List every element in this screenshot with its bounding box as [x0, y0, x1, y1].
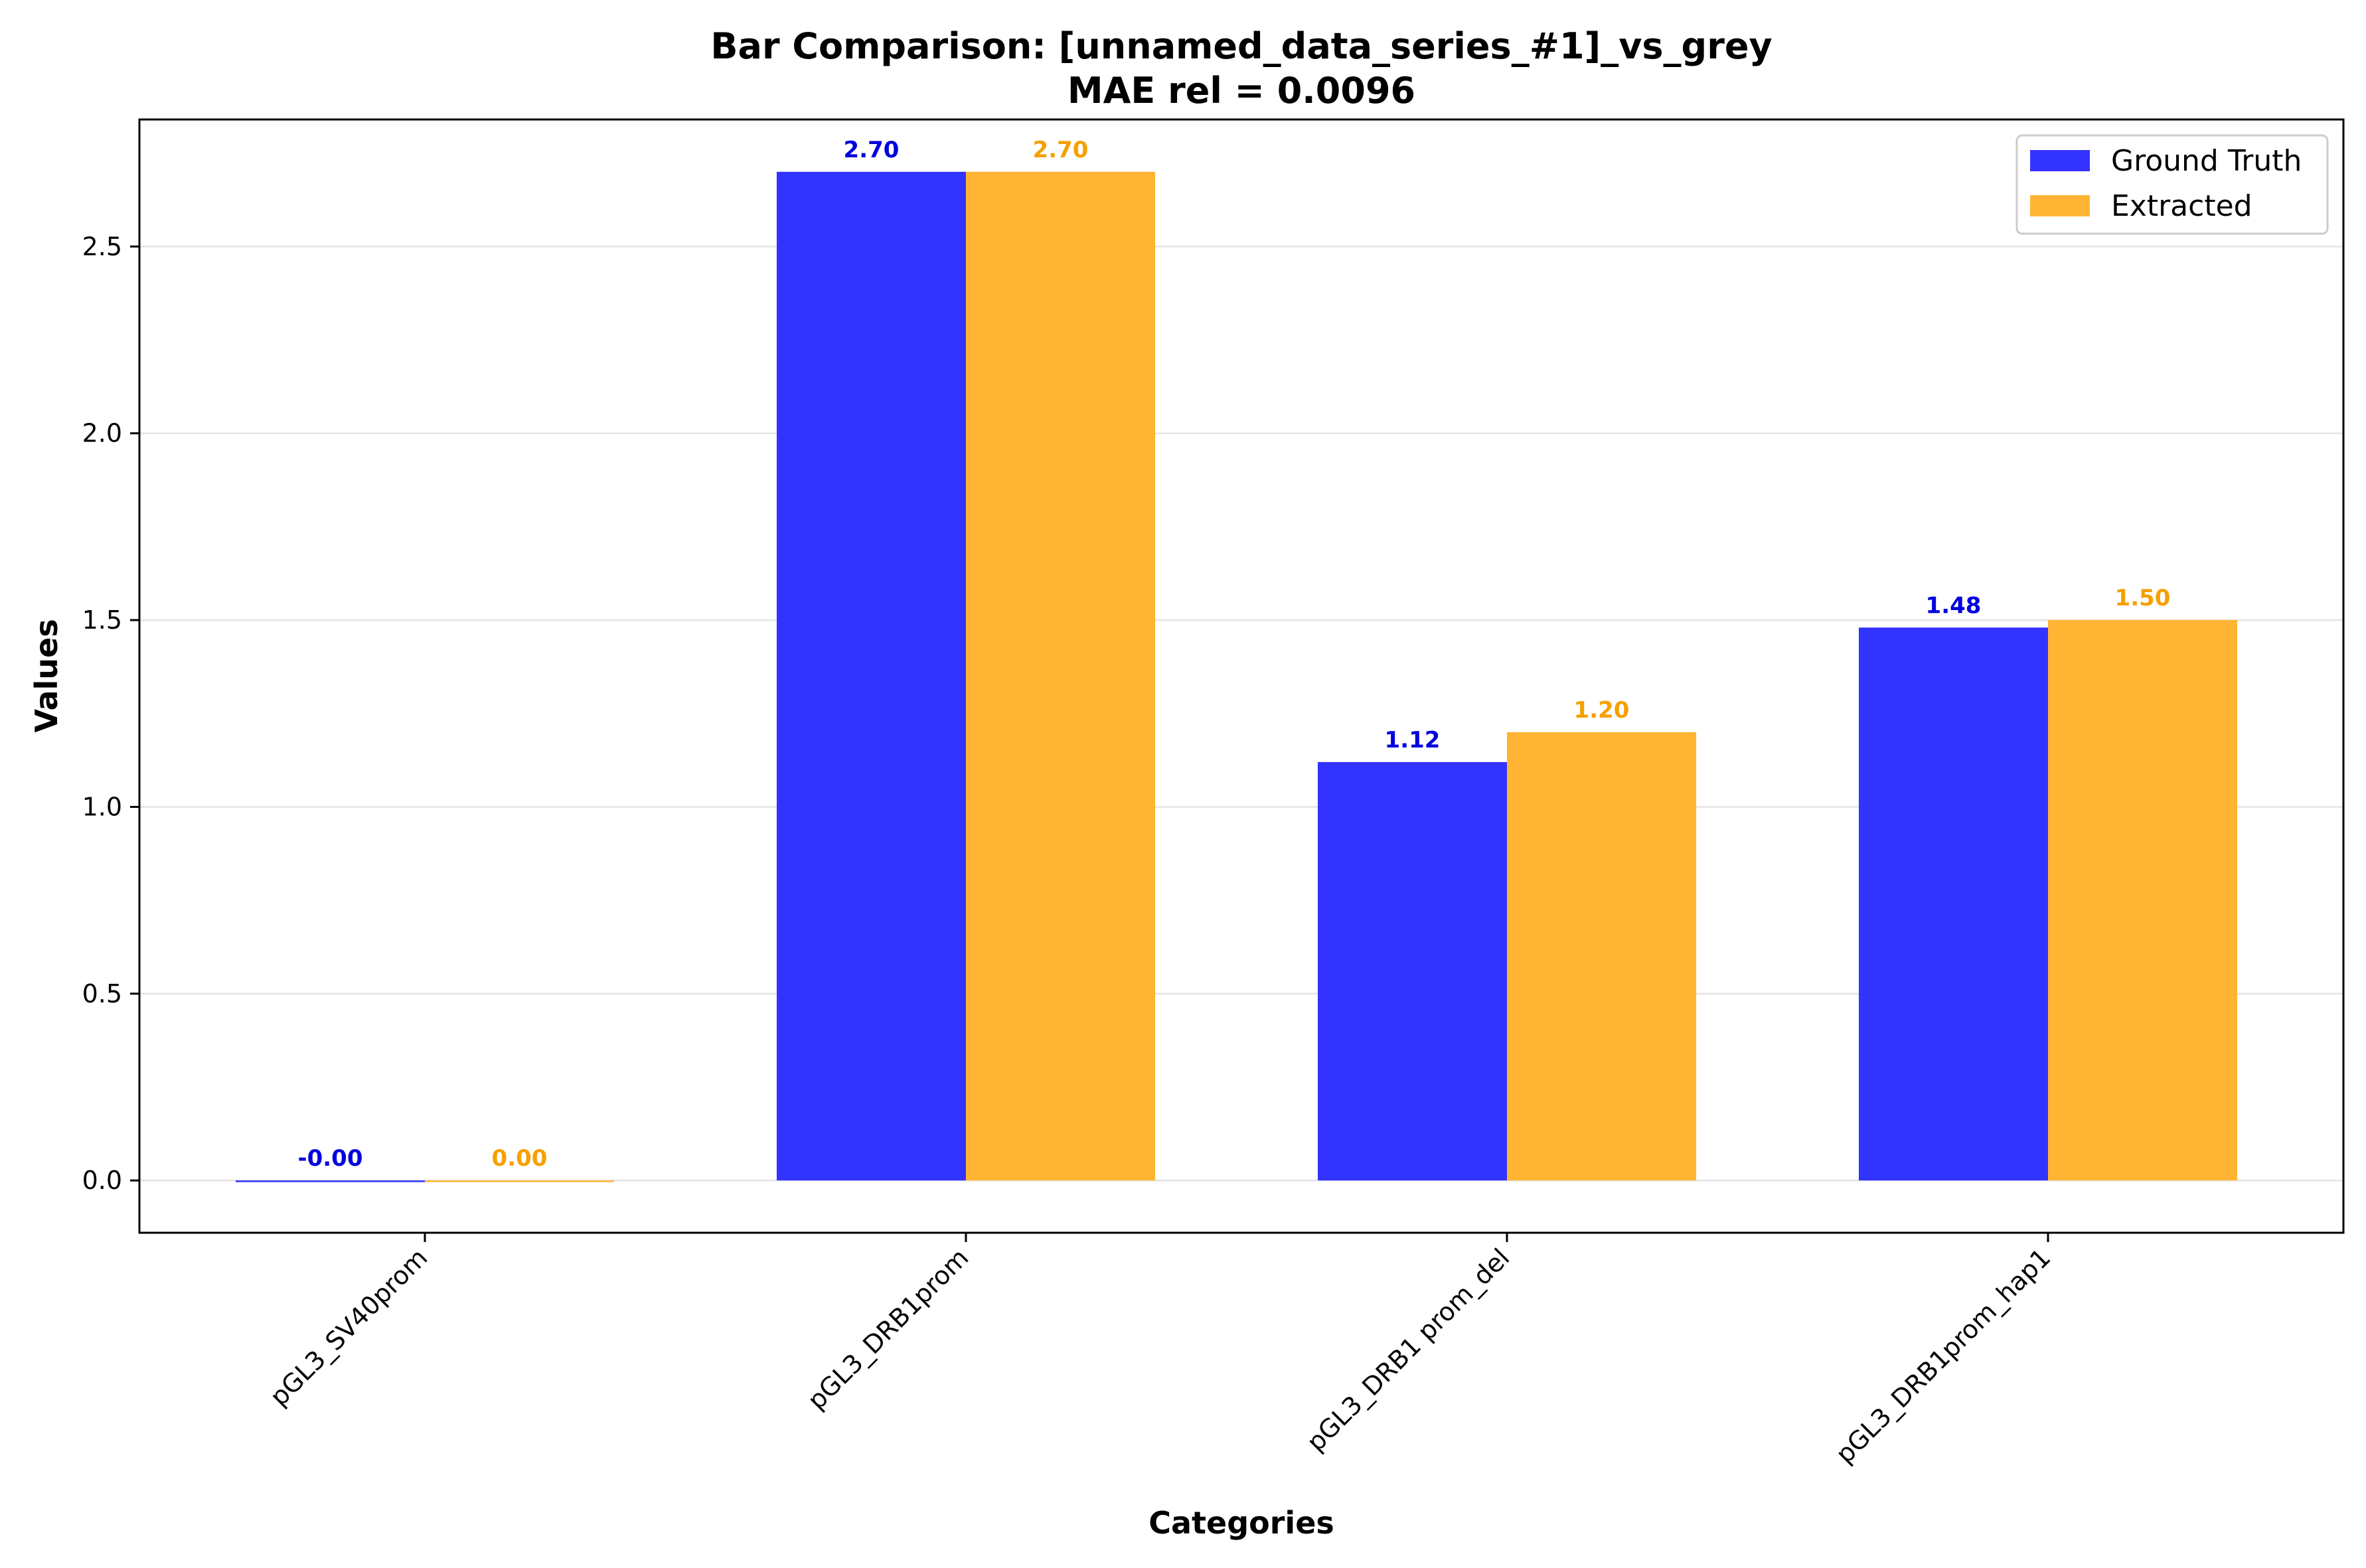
legend-label-extracted: Extracted — [2111, 189, 2252, 223]
bar-extracted-1 — [966, 171, 1155, 1181]
data-label-ground-truth-1: 2.70 — [844, 137, 900, 163]
y-tick-label: 1.5 — [82, 605, 122, 635]
x-tick-label: pGL3_DRB1 prom_del — [1301, 1243, 1516, 1457]
y-tick-label: 2.0 — [82, 419, 122, 448]
bar-extracted-0 — [425, 1180, 614, 1182]
bar-ground-truth-0 — [236, 1180, 425, 1182]
x-tick-label: pGL3_DRB1prom_hap1 — [1830, 1243, 2057, 1469]
legend-swatch-ground-truth — [2030, 150, 2090, 171]
bar-ground-truth-1 — [777, 171, 966, 1181]
x-axis-label: Categories — [1148, 1505, 1334, 1541]
bar-ground-truth-3 — [1859, 627, 2048, 1181]
data-label-extracted-2: 1.20 — [1574, 697, 1630, 724]
data-label-ground-truth-0: -0.00 — [298, 1145, 363, 1172]
x-axis-ticks: pGL3_SV40prom pGL3_DRB1prom pGL3_DRB1 prom… — [264, 1233, 2056, 1469]
bar-extracted-3 — [2048, 620, 2237, 1181]
legend-box — [2015, 134, 2329, 235]
y-tick-label: 1.0 — [82, 792, 122, 821]
y-tick-label: 0.0 — [82, 1166, 122, 1195]
plot-frame — [138, 118, 2345, 1234]
data-label-extracted-1: 2.70 — [1033, 137, 1089, 163]
x-tick-label: pGL3_DRB1prom — [802, 1243, 975, 1415]
bar-extracted-2 — [1507, 732, 1696, 1181]
y-tick-label: 2.5 — [82, 232, 122, 261]
legend-label-ground-truth: Ground Truth — [2111, 144, 2302, 178]
y-tick-label: 0.5 — [82, 979, 122, 1008]
bars — [236, 171, 2237, 1182]
legend-swatch-extracted — [2030, 195, 2090, 216]
data-label-extracted-0: 0.00 — [492, 1145, 548, 1172]
y-axis-ticks: 0.0 0.5 1.0 1.5 2.0 2.5 — [82, 232, 139, 1195]
legend: Ground Truth Extracted — [2015, 134, 2329, 235]
data-label-ground-truth-2: 1.12 — [1385, 727, 1441, 753]
x-tick-label: pGL3_SV40prom — [264, 1243, 433, 1411]
data-label-extracted-3: 1.50 — [2115, 585, 2171, 611]
data-labels: -0.00 0.00 2.70 2.70 1.12 1.20 1.48 1.50 — [298, 137, 2171, 1172]
bar-ground-truth-2 — [1318, 761, 1507, 1181]
chart-subtitle: MAE rel = 0.0096 — [1067, 70, 1415, 112]
y-axis-label: Values — [29, 619, 64, 732]
data-label-ground-truth-3: 1.48 — [1926, 592, 1982, 619]
chart-title: Bar Comparison: [unnamed_data_series_#1]… — [710, 25, 1772, 67]
